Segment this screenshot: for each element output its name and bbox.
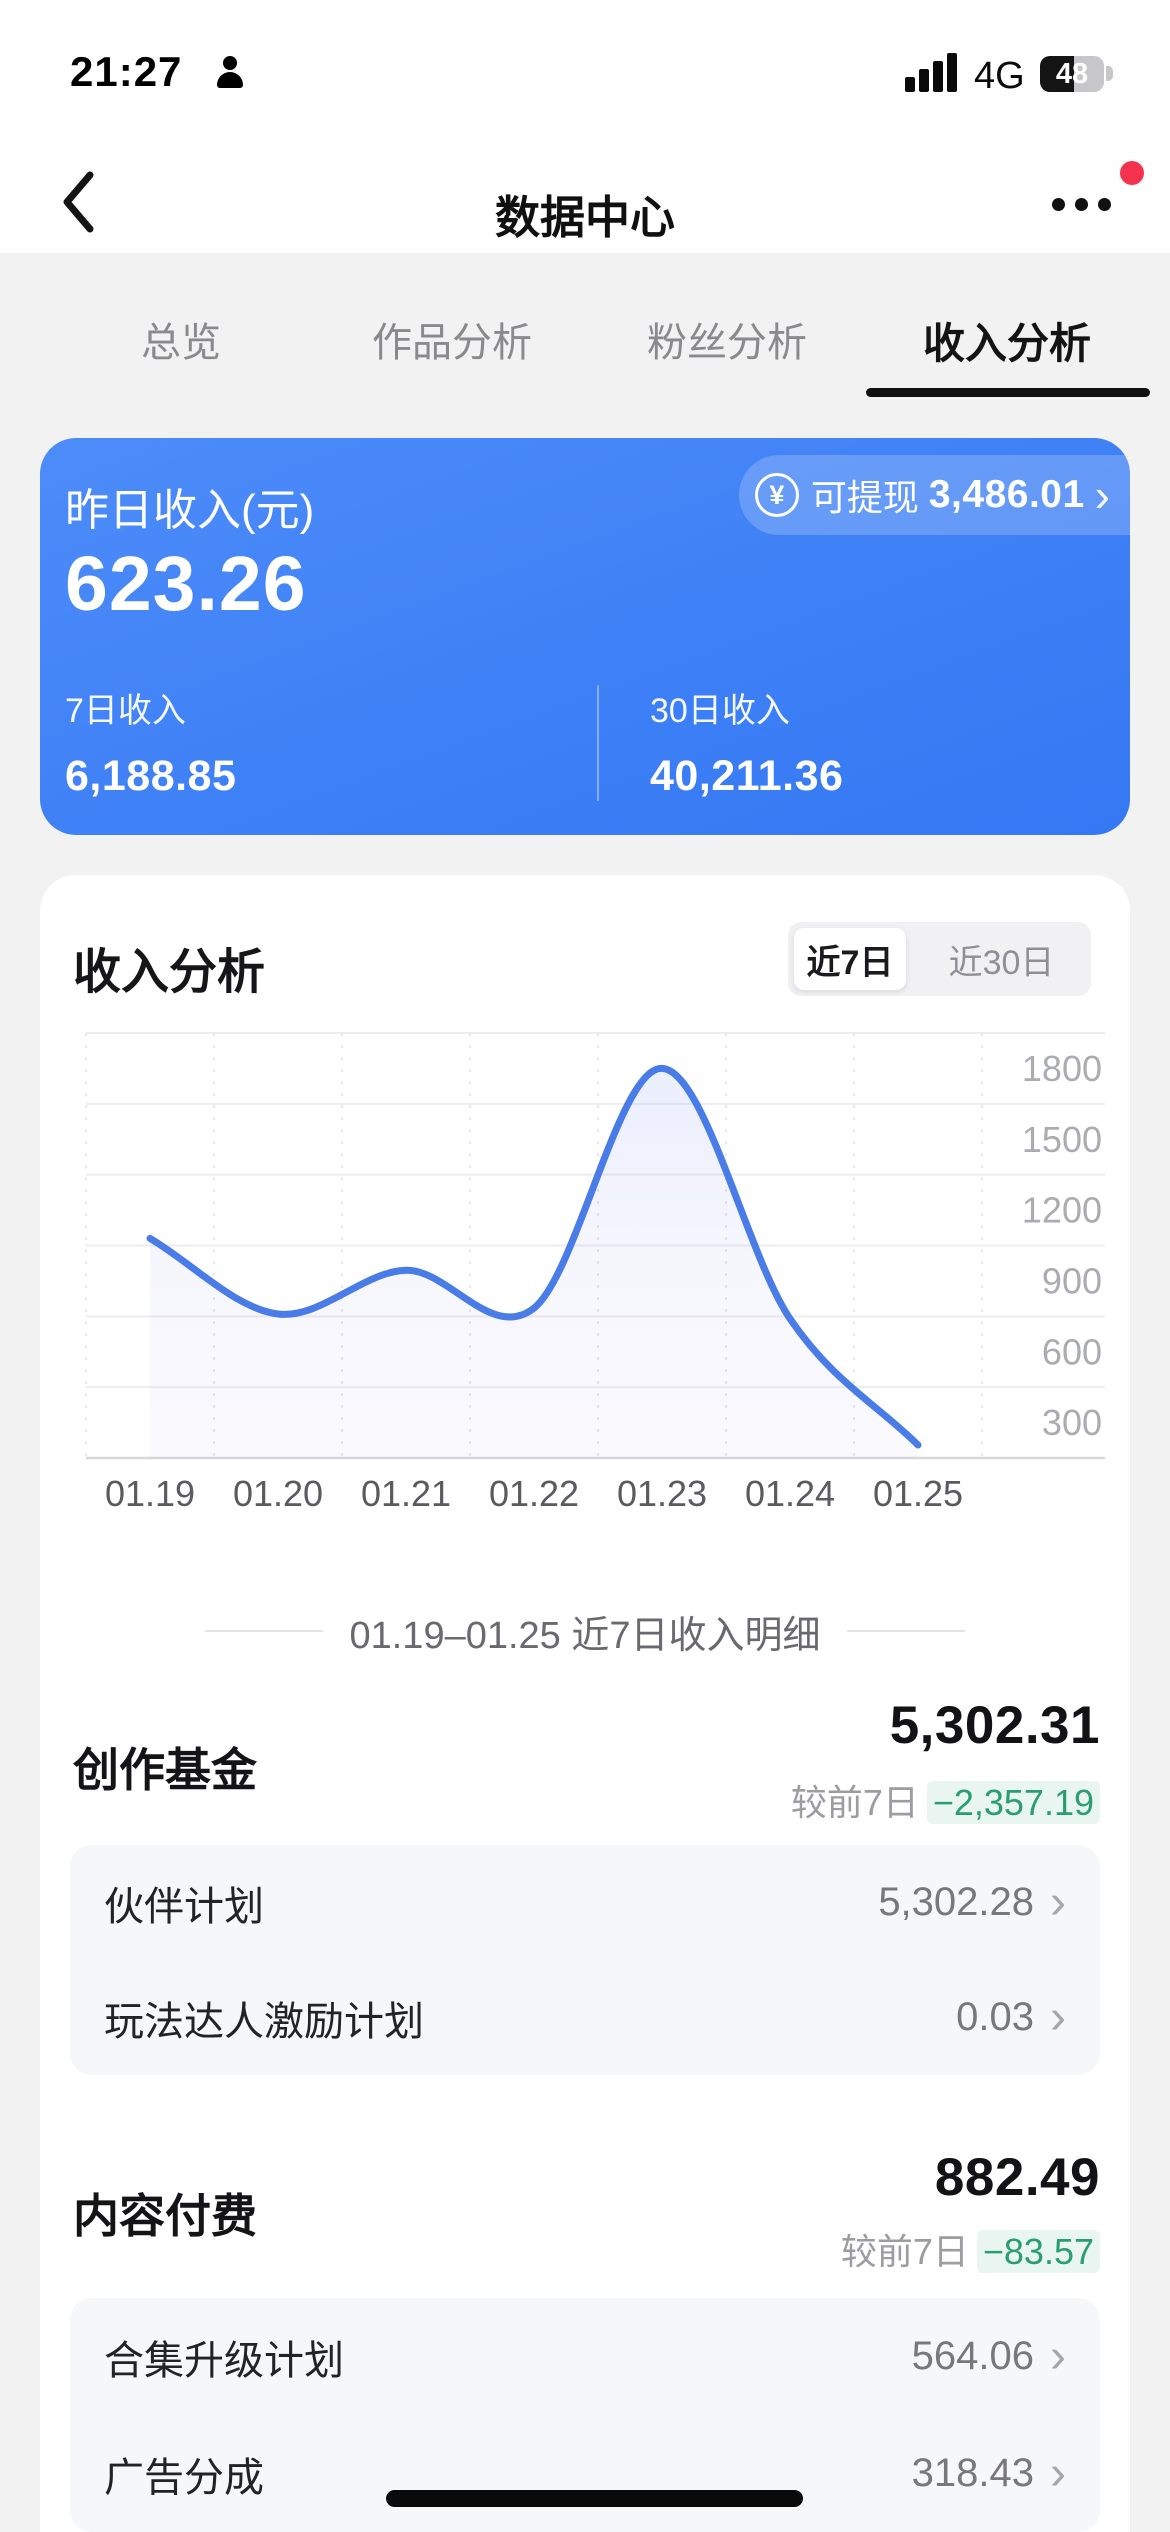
compare-value: −2,357.19 (926, 1781, 1100, 1824)
section-paid-content-amount: 882.49 (934, 2148, 1100, 2207)
section-paid-content-title: 内容付费 (73, 2190, 257, 2242)
signal-strength-icon (905, 52, 961, 92)
stats-divider (597, 685, 599, 801)
income-30d-value: 40,211.36 (650, 752, 844, 800)
yesterday-income-label: 昨日收入(元) (65, 486, 315, 535)
svg-text:1800: 1800 (1022, 1048, 1102, 1089)
list-item-gameplay-incentive-plan[interactable]: 玩法达人激励计划 0.03 › (70, 1960, 1100, 2075)
svg-text:1500: 1500 (1022, 1119, 1102, 1160)
person-icon (213, 56, 247, 90)
list-item-partner-plan[interactable]: 伙伴计划 5,302.28 › (70, 1845, 1100, 1960)
item-label: 玩法达人激励计划 (104, 1999, 424, 2044)
tab-income-analysis[interactable]: 收入分析 (922, 320, 1092, 367)
tab-works-analysis[interactable]: 作品分析 (372, 321, 532, 365)
income-line-chart: 300 600 900 1200 1500 1800 01.19 01.20 01.21 01.2… (85, 1032, 1105, 1514)
withdraw-amount: 3,486.01 (928, 473, 1085, 516)
svg-text:01.24: 01.24 (745, 1473, 835, 1514)
range-7d-button[interactable]: 近7日 (794, 928, 906, 990)
svg-text:300: 300 (1042, 1402, 1102, 1443)
compare-value: −83.57 (976, 2230, 1100, 2273)
section-creation-fund-title: 创作基金 (73, 1744, 257, 1796)
section-creation-fund-amount: 5,302.31 (889, 1696, 1100, 1755)
chevron-right-icon: › (1094, 469, 1110, 521)
back-button[interactable] (48, 162, 108, 242)
header-background (0, 0, 1170, 253)
creation-fund-sublist: 伙伴计划 5,302.28 › 玩法达人激励计划 0.03 › (70, 1845, 1100, 2075)
income-analysis-card: 收入分析 近7日 近30日 300 600 900 1200 1500 1800 01.19… (40, 875, 1130, 2532)
withdraw-button[interactable]: ¥ 可提现 3,486.01 › (738, 455, 1130, 535)
back-chevron-icon (63, 171, 94, 233)
income-summary-card: 昨日收入(元) ¥ 可提现 3,486.01 › 623.26 7日收入 6,1… (40, 438, 1130, 835)
divider-line-left (205, 1630, 324, 1632)
range-30d-button[interactable]: 近30日 (948, 943, 1055, 982)
page-title: 数据中心 (494, 192, 675, 243)
income-30d-label: 30日收入 (650, 692, 790, 730)
svg-text:01.25: 01.25 (873, 1473, 963, 1514)
battery-percent: 48 (1055, 58, 1089, 90)
income-7d: 7日收入 6,188.85 (65, 683, 236, 801)
section-paid-content-compare: 较前7日 −83.57 (841, 2223, 1100, 2275)
divider-line-right (846, 1630, 965, 1632)
date-range-toggle: 近7日 近30日 (788, 922, 1091, 996)
list-item-collection-upgrade-plan[interactable]: 合集升级计划 564.06 › (70, 2298, 1100, 2415)
svg-text:01.22: 01.22 (489, 1473, 579, 1514)
compare-label: 较前7日 (790, 1782, 919, 1823)
svg-text:1200: 1200 (1022, 1190, 1102, 1231)
status-time: 21:27 (70, 48, 183, 95)
svg-text:900: 900 (1042, 1261, 1102, 1302)
svg-text:600: 600 (1042, 1331, 1102, 1372)
more-menu-button[interactable] (1052, 196, 1132, 212)
yen-icon: ¥ (754, 473, 799, 517)
battery-cap (1106, 66, 1113, 81)
svg-text:01.23: 01.23 (617, 1473, 707, 1514)
item-value: 0.03 (956, 1995, 1035, 2039)
item-value: 564.06 (911, 2334, 1035, 2378)
svg-text:01.21: 01.21 (361, 1473, 451, 1514)
notification-dot (1120, 161, 1144, 185)
chevron-right-icon: › (1050, 1875, 1066, 1929)
list-item-ad-revenue-share[interactable]: 广告分成 318.43 › (70, 2415, 1100, 2532)
detail-divider: 01.19–01.25 近7日收入明细 (40, 1610, 1130, 1657)
item-label: 合集升级计划 (104, 2338, 344, 2383)
withdraw-label: 可提现 (810, 477, 919, 518)
network-type-label: 4G (974, 55, 1025, 97)
active-tab-underline (866, 388, 1150, 397)
item-value: 318.43 (911, 2451, 1035, 2495)
yesterday-income-value: 623.26 (65, 541, 307, 627)
income-7d-value: 6,188.85 (65, 752, 237, 800)
svg-text:01.19: 01.19 (105, 1473, 195, 1514)
income-30d: 30日收入 40,211.36 (650, 683, 843, 801)
tab-fans-analysis[interactable]: 粉丝分析 (647, 321, 807, 365)
battery-icon: 48 (1040, 56, 1104, 92)
compare-label: 较前7日 (840, 2231, 969, 2272)
section-creation-fund-compare: 较前7日 −2,357.19 (791, 1774, 1100, 1826)
svg-text:01.20: 01.20 (233, 1473, 323, 1514)
chevron-right-icon: › (1050, 2446, 1066, 2500)
item-value: 5,302.28 (878, 1880, 1035, 1924)
analysis-section-title: 收入分析 (73, 946, 266, 999)
item-label: 伙伴计划 (104, 1884, 264, 1929)
chevron-right-icon: › (1050, 1990, 1066, 2044)
home-indicator[interactable] (386, 2490, 803, 2507)
chevron-right-icon: › (1050, 2329, 1066, 2383)
tab-overview[interactable]: 总览 (141, 321, 221, 365)
detail-range-label: 01.19–01.25 近7日收入明细 (349, 1614, 821, 1657)
income-7d-label: 7日收入 (65, 692, 186, 730)
item-label: 广告分成 (104, 2455, 264, 2500)
